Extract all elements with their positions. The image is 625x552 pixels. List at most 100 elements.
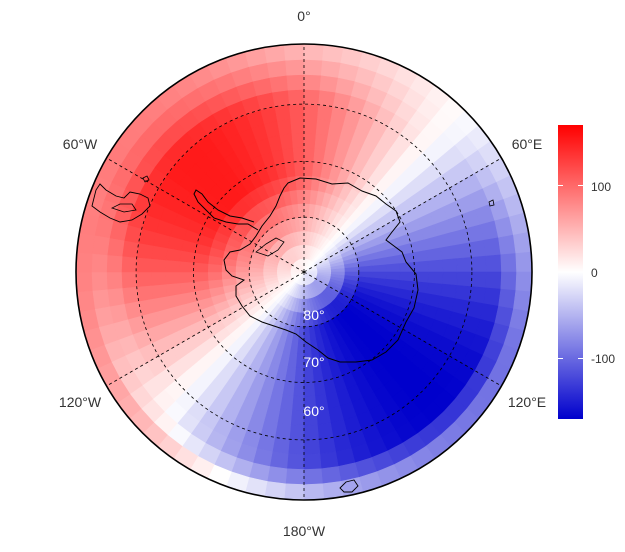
lon-label-0: 0°	[297, 8, 310, 24]
south-america-coastline	[91, 183, 151, 223]
field-cell	[266, 466, 288, 485]
field-cell	[303, 339, 312, 355]
field-cell	[285, 468, 305, 485]
field-cell	[456, 257, 473, 273]
field-cell	[269, 451, 289, 470]
ice-shelf-outline	[255, 237, 285, 257]
field-cell	[271, 436, 290, 455]
lat-label-60: 60°	[303, 403, 324, 419]
field-cell	[282, 498, 305, 500]
field-cell	[427, 271, 444, 285]
field-cell	[121, 255, 138, 273]
field-cell	[498, 288, 517, 310]
field-cell	[515, 271, 532, 293]
field-cell	[150, 271, 167, 286]
field-cell	[296, 189, 305, 205]
field-cell	[193, 262, 209, 273]
colorbar-label-100: 100	[591, 180, 611, 194]
field-cell	[106, 254, 123, 273]
field-cell	[498, 234, 517, 256]
field-cell	[303, 44, 326, 46]
field-cell	[468, 286, 487, 305]
field-cell	[283, 44, 305, 61]
field-cell	[291, 132, 305, 149]
lon-label-60e: 60°E	[512, 136, 543, 152]
lon-label-120e: 120°E	[508, 394, 546, 410]
field-cell	[193, 271, 209, 282]
field-cell	[303, 44, 325, 61]
new-zealand-coastline	[339, 479, 359, 493]
field-cell	[515, 251, 532, 273]
field-cell	[164, 259, 181, 273]
lat-label-80: 80°	[303, 307, 324, 323]
field-cell	[287, 89, 305, 106]
field-cell	[289, 103, 305, 120]
field-cell	[294, 161, 305, 177]
field-cell	[91, 271, 108, 291]
field-cell	[282, 44, 305, 46]
field-cell	[470, 255, 487, 273]
field-cell	[165, 282, 182, 297]
field-cell	[468, 239, 487, 258]
field-cell	[426, 247, 443, 262]
field-cell	[76, 271, 78, 294]
field-cell	[164, 271, 181, 285]
field-cell	[135, 271, 152, 287]
longitude-line	[106, 157, 305, 273]
field-cell	[303, 103, 319, 120]
antarctic-peninsula-coastline	[193, 189, 259, 231]
field-cell	[303, 453, 322, 470]
field-cell	[271, 89, 290, 108]
field-cell	[277, 118, 293, 136]
field-cell	[344, 266, 360, 273]
field-cell	[248, 271, 264, 278]
field-cell	[121, 271, 138, 289]
field-cell	[297, 203, 305, 218]
field-cell	[303, 59, 323, 76]
field-cell	[286, 453, 305, 470]
tierra-del-fuego-coastline	[110, 203, 137, 213]
field-cell	[485, 254, 502, 273]
field-cell	[121, 286, 140, 305]
field-cell	[319, 451, 339, 470]
colorbar-label-0: 0	[591, 266, 598, 280]
field-cell	[150, 258, 167, 273]
field-cell	[179, 281, 196, 294]
field-cell	[207, 271, 223, 281]
map-boundary	[75, 43, 533, 501]
latitude-circle	[135, 103, 473, 441]
south-georgia-coastline	[142, 175, 150, 183]
field-cell	[440, 245, 458, 261]
field-cell	[285, 59, 305, 76]
lat-label-70: 70°	[303, 354, 324, 370]
field-cell	[385, 263, 401, 273]
field-cell	[290, 118, 305, 135]
field-cell	[106, 271, 123, 290]
field-cell	[483, 287, 502, 307]
field-cell	[266, 59, 288, 78]
field-cell	[303, 147, 316, 163]
field-cell	[303, 89, 321, 106]
field-cell	[530, 250, 532, 273]
field-cell	[319, 74, 339, 93]
coastlines	[91, 175, 495, 493]
field-cell	[358, 265, 373, 273]
field-cell	[470, 271, 487, 289]
field-cell	[303, 74, 322, 91]
field-cell	[412, 250, 429, 263]
field-cell	[456, 271, 473, 287]
longitude-line	[106, 271, 305, 387]
field-cell	[320, 59, 342, 78]
field-cell	[294, 367, 305, 383]
field-cell	[292, 147, 305, 163]
field-cell	[298, 216, 305, 232]
field-cell	[303, 381, 316, 397]
field-cell	[106, 237, 125, 257]
field-cell	[76, 250, 78, 273]
field-cell	[179, 271, 195, 284]
field-cell	[500, 253, 517, 273]
field-cell	[485, 271, 502, 290]
field-cell	[291, 395, 305, 412]
field-cell	[303, 118, 318, 135]
